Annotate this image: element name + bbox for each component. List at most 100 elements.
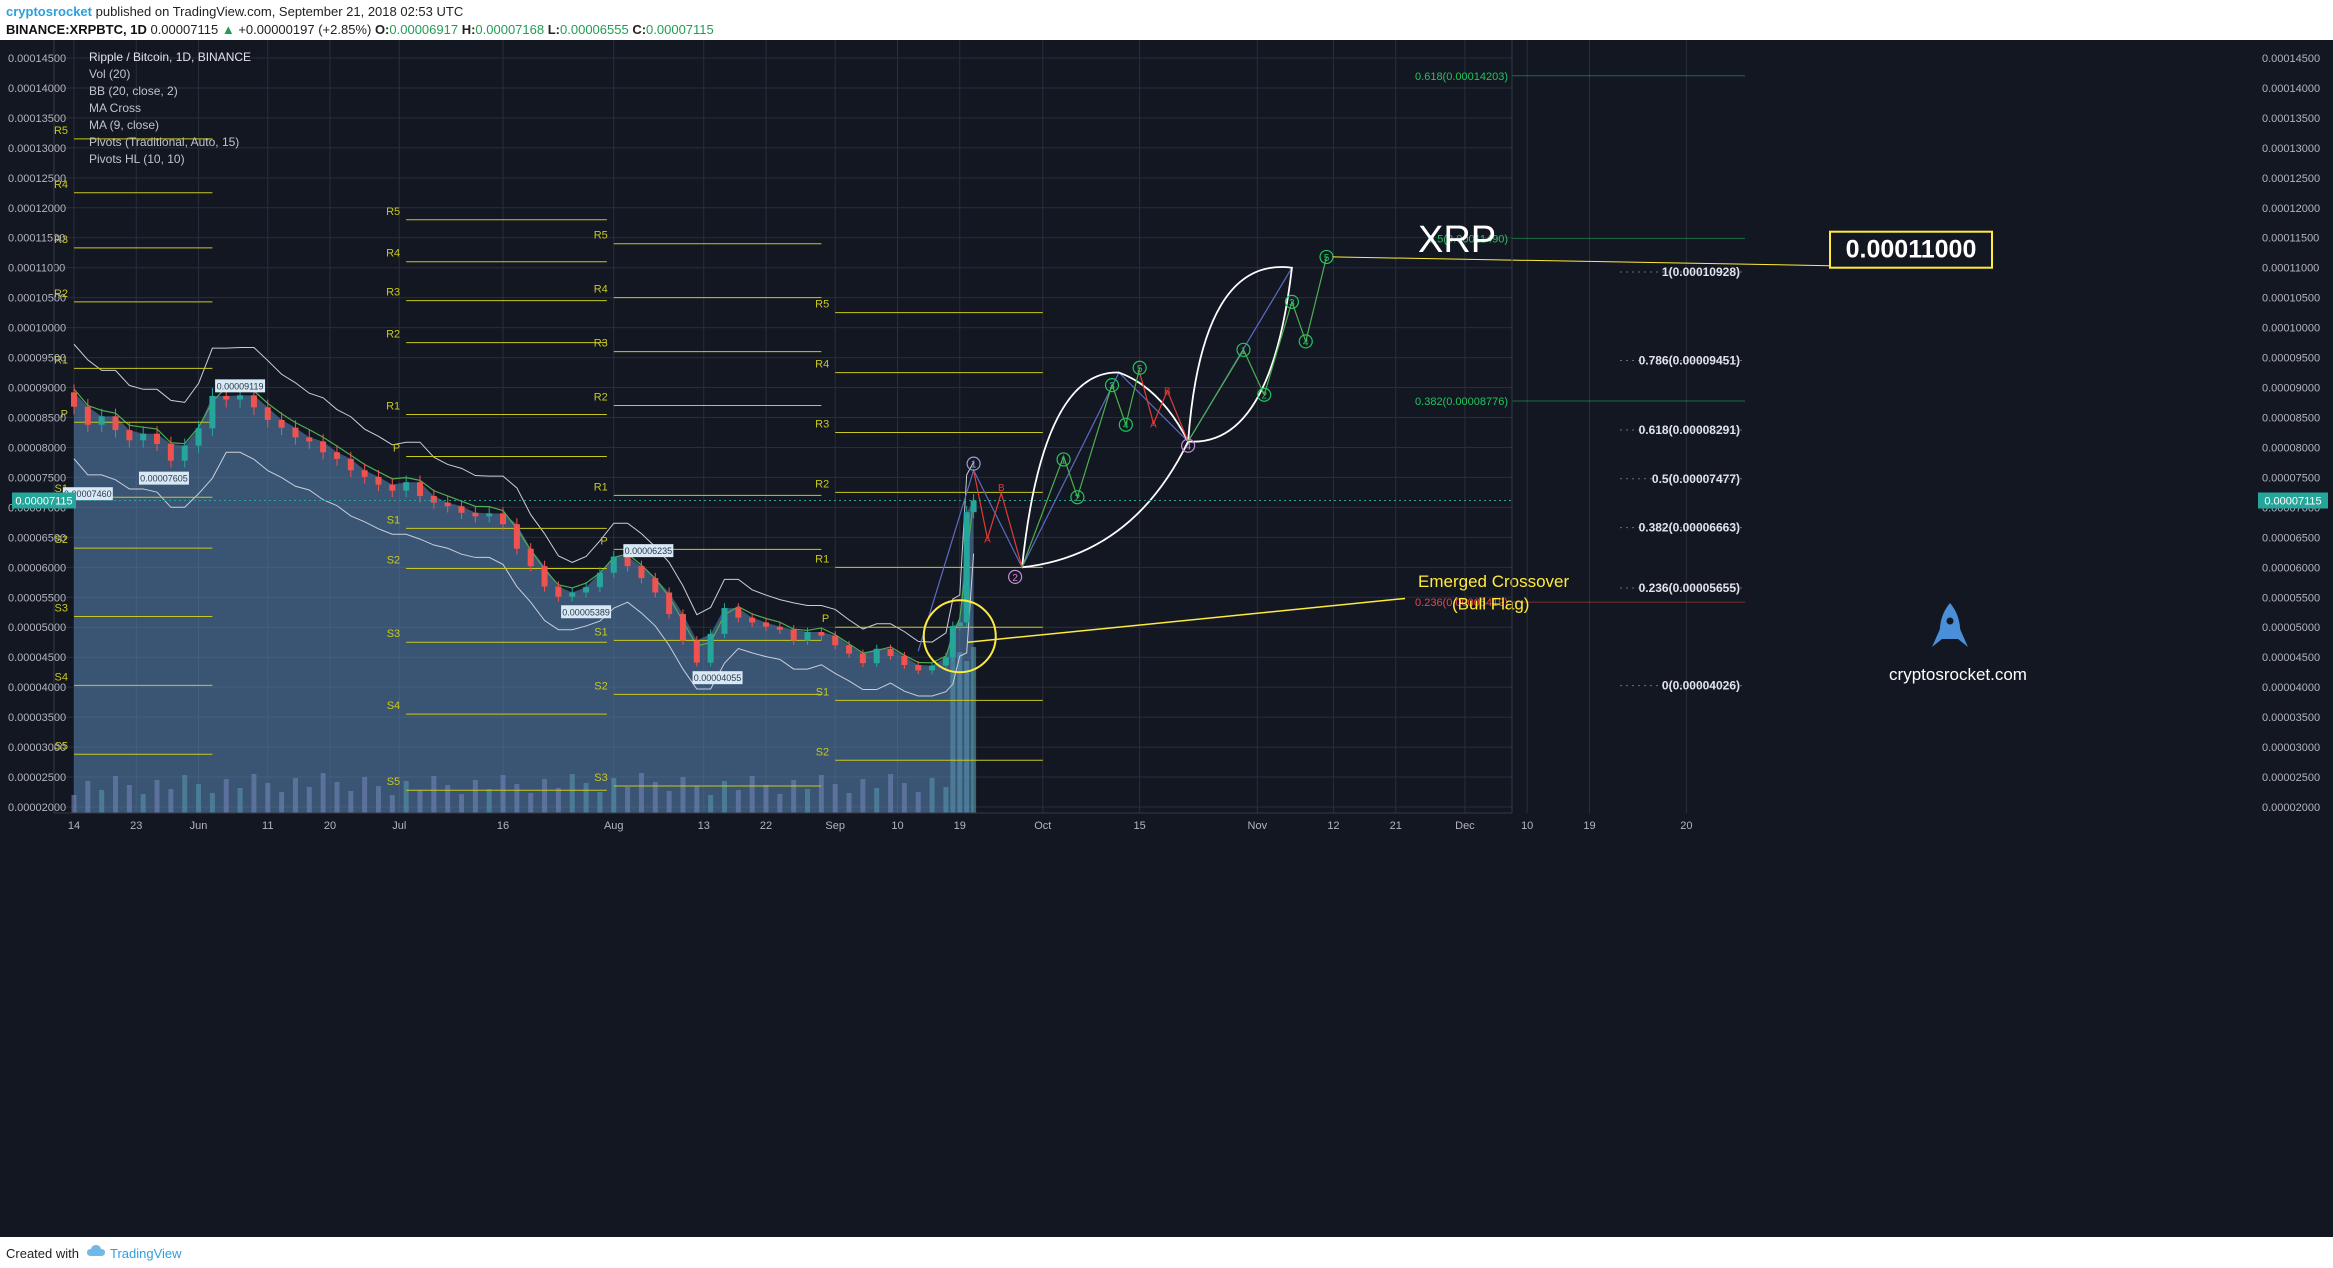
wave-label-ring	[1070, 490, 1085, 505]
candle-body[interactable]	[181, 445, 188, 461]
candle-body[interactable]	[735, 608, 742, 618]
candle-body[interactable]	[472, 512, 479, 517]
y-tick-right: 0.00012000	[2262, 203, 2320, 215]
candle-body[interactable]	[929, 665, 936, 671]
candle-body[interactable]	[84, 406, 91, 425]
x-tick: Dec	[1455, 820, 1475, 832]
y-tick-left: 0.00002500	[8, 772, 66, 784]
candle-body[interactable]	[949, 626, 956, 658]
candle-body[interactable]	[749, 617, 756, 623]
candle-body[interactable]	[126, 430, 133, 441]
bb-lower	[73, 451, 975, 697]
candle-body[interactable]	[361, 470, 368, 477]
candles[interactable]	[71, 384, 977, 675]
candle-body[interactable]	[707, 633, 714, 663]
candle-body[interactable]	[444, 502, 451, 507]
candle-body[interactable]	[333, 452, 340, 459]
candle-body[interactable]	[624, 556, 631, 567]
y-tick-right: 0.00002000	[2262, 802, 2320, 814]
candle-body[interactable]	[306, 437, 313, 442]
candle-body[interactable]	[264, 407, 271, 420]
y-tick-left: 0.00013500	[8, 113, 66, 125]
candle-body[interactable]	[832, 635, 839, 646]
target-box	[1829, 230, 1993, 269]
y-tick-right: 0.00006500	[2262, 532, 2320, 544]
pivot-label: R5	[594, 230, 608, 242]
candle-body[interactable]	[721, 608, 728, 634]
candle-body[interactable]	[417, 482, 423, 497]
candle-body[interactable]	[963, 512, 970, 623]
fib-label: 1(0.00010928)	[1662, 265, 1740, 279]
candle-body[interactable]	[610, 556, 617, 573]
candle-body[interactable]	[901, 656, 908, 665]
candle-body[interactable]	[389, 484, 396, 491]
candle-body[interactable]	[458, 506, 465, 513]
close-value: 0.00007115	[646, 22, 714, 37]
candle-body[interactable]	[887, 648, 894, 657]
author-link[interactable]: cryptosrocket	[6, 4, 92, 19]
candle-body[interactable]	[679, 614, 686, 641]
candle-body[interactable]	[569, 592, 576, 597]
candle-body[interactable]	[292, 427, 299, 438]
y-tick-left: 0.00007500	[8, 472, 66, 484]
candle-body[interactable]	[846, 645, 853, 654]
tradingview-link[interactable]: TradingView	[110, 1246, 182, 1261]
candle-body[interactable]	[500, 513, 507, 525]
candle-body[interactable]	[486, 513, 493, 517]
pivot-label: R1	[594, 481, 608, 493]
x-tick: 19	[1583, 820, 1595, 832]
candle-body[interactable]	[970, 500, 977, 513]
candle-body[interactable]	[666, 592, 673, 615]
candle-body[interactable]	[223, 395, 230, 400]
candle-body[interactable]	[71, 392, 77, 407]
pivot-label: S2	[387, 555, 400, 567]
candle-body[interactable]	[873, 648, 880, 664]
candle-body[interactable]	[790, 629, 797, 641]
candle-body[interactable]	[237, 395, 244, 400]
candle-body[interactable]	[154, 433, 161, 444]
candle-body[interactable]	[859, 653, 866, 664]
y-tick-left: 0.00004500	[8, 652, 66, 664]
candle-body[interactable]	[250, 395, 257, 408]
y-tick-right: 0.00013000	[2262, 143, 2320, 155]
wave-label: 3	[1109, 381, 1115, 392]
candle-body[interactable]	[652, 578, 659, 593]
y-tick-right: 0.00003500	[2262, 712, 2320, 724]
candle-body[interactable]	[915, 664, 922, 671]
pivot-label: R4	[386, 248, 400, 260]
candle-body[interactable]	[140, 433, 147, 441]
candle-body[interactable]	[555, 586, 562, 597]
candle-body[interactable]	[347, 458, 354, 471]
candle-body[interactable]	[375, 476, 382, 485]
candle-body[interactable]	[583, 587, 590, 593]
wave-red-2	[1139, 372, 1189, 442]
candle-body[interactable]	[596, 572, 603, 588]
candle-body[interactable]	[112, 416, 119, 431]
candle-body[interactable]	[942, 657, 949, 666]
wave-label: 4	[1303, 337, 1309, 348]
pivot-label: R5	[815, 299, 829, 311]
candle-body[interactable]	[638, 566, 645, 579]
candle-body[interactable]	[209, 395, 216, 429]
candle-body[interactable]	[527, 548, 534, 567]
candle-body[interactable]	[541, 566, 548, 587]
candle-body[interactable]	[430, 496, 437, 503]
candle-body[interactable]	[278, 419, 285, 428]
candle-body[interactable]	[804, 632, 811, 641]
candle-body[interactable]	[195, 428, 202, 446]
candle-body[interactable]	[956, 622, 963, 627]
candle-body[interactable]	[763, 622, 769, 627]
candle-body[interactable]	[818, 632, 825, 636]
candle-body[interactable]	[693, 640, 700, 663]
current-price-tag-left	[12, 492, 76, 509]
candle-body[interactable]	[403, 482, 410, 491]
fib-ext-label: 0.618(0.00014203)	[1415, 71, 1508, 83]
price-chart[interactable]: R5 R4 R3 R2 R1 P S1 S2 S3 S4 S5 R5 R4 R3 R2 R1 P S1 S2 S3 S4…	[0, 40, 2333, 1237]
candle-body[interactable]	[776, 626, 783, 630]
candle-body[interactable]	[98, 416, 105, 425]
candle-body[interactable]	[320, 441, 327, 453]
candle-body[interactable]	[513, 524, 520, 549]
pivot-label: S5	[387, 776, 400, 788]
x-tick: 16	[497, 820, 509, 832]
candle-body[interactable]	[167, 443, 174, 461]
